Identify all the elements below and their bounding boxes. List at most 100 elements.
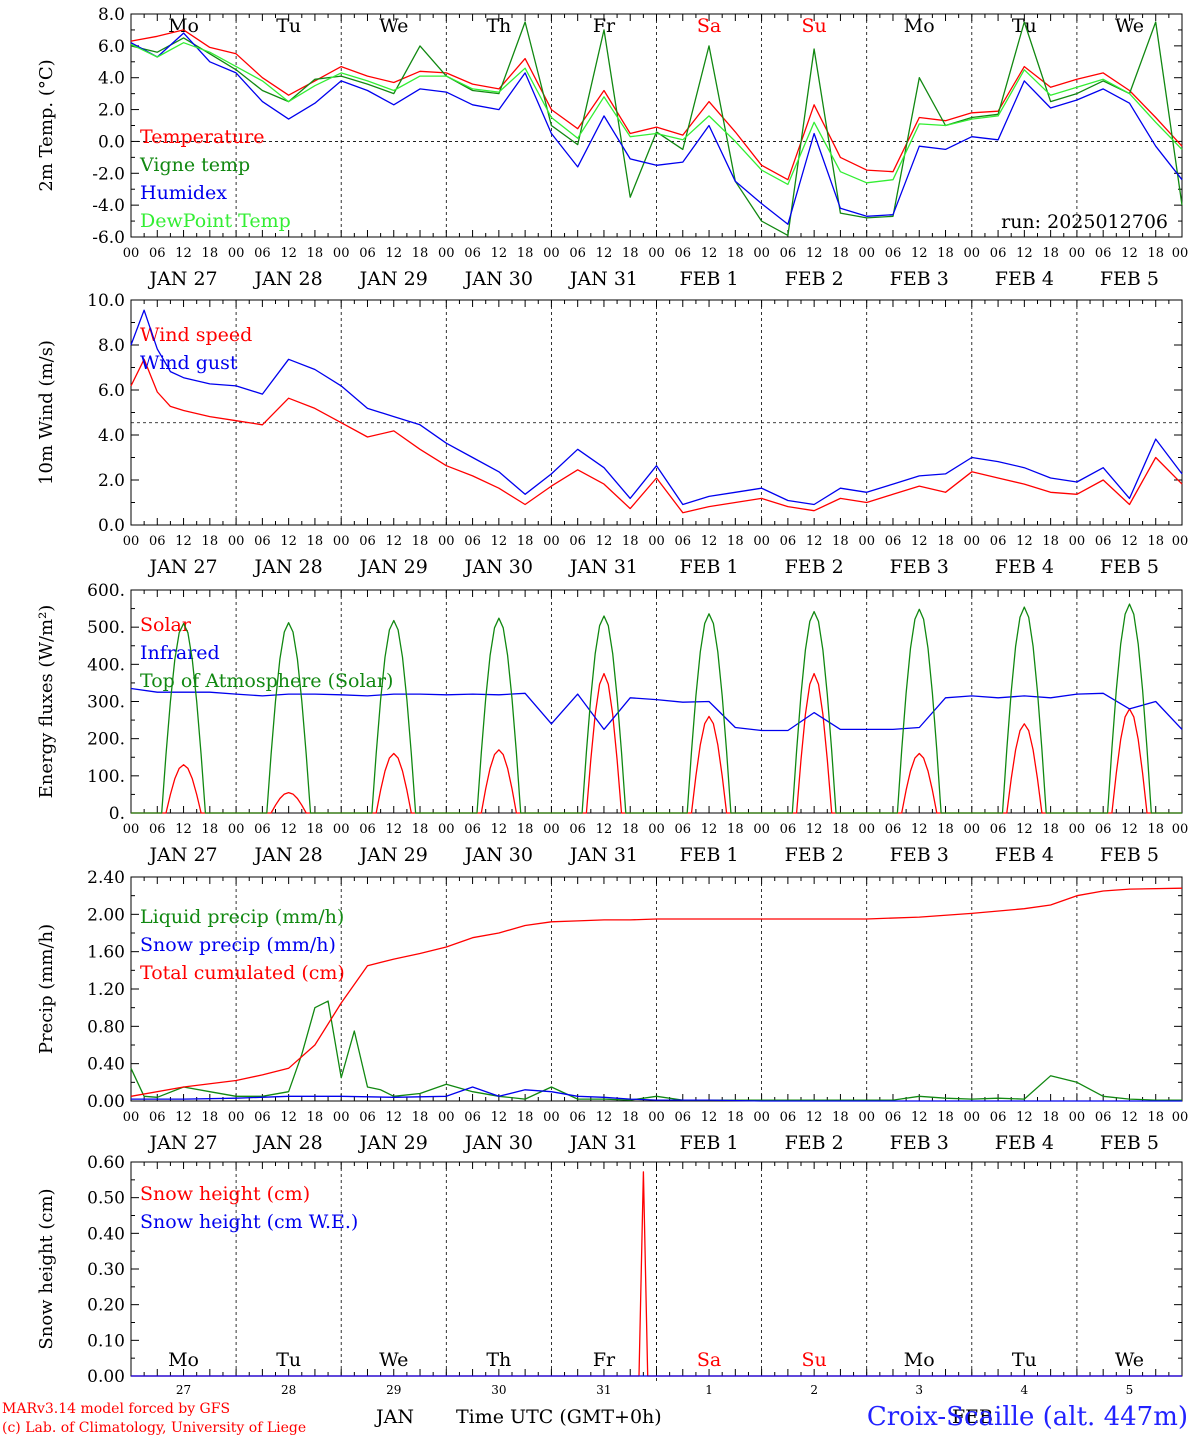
hour-label: 06 bbox=[254, 822, 271, 837]
date-label: FEB 3 bbox=[890, 1132, 949, 1154]
date-label: JAN 30 bbox=[463, 556, 533, 578]
date-label: JAN 31 bbox=[568, 1132, 638, 1154]
date-label: FEB 5 bbox=[1100, 1132, 1159, 1154]
date-label: FEB 1 bbox=[679, 556, 738, 578]
date-label: JAN 29 bbox=[358, 844, 428, 866]
hour-label: 00 bbox=[333, 246, 350, 261]
hour-label: 00 bbox=[123, 246, 140, 261]
series-line-green bbox=[131, 603, 1182, 814]
date-label: FEB 3 bbox=[890, 268, 949, 290]
hour-label: 06 bbox=[1095, 822, 1112, 837]
date-label: JAN 27 bbox=[147, 556, 217, 578]
hour-label: 18 bbox=[937, 822, 954, 837]
series-line-red bbox=[130, 29, 1183, 181]
date-label: JAN 27 bbox=[147, 844, 217, 866]
hour-label: 18 bbox=[832, 822, 849, 837]
weekday-label: We bbox=[1115, 15, 1144, 37]
hour-label: 00 bbox=[543, 822, 560, 837]
hour-label: 12 bbox=[385, 246, 402, 261]
hour-label: 06 bbox=[569, 822, 586, 837]
panel-frame bbox=[130, 13, 1183, 238]
date-label: FEB 2 bbox=[785, 556, 844, 578]
y-tick-label: 400. bbox=[87, 655, 125, 675]
y-tick-label: 8.0 bbox=[98, 5, 125, 25]
date-label: FEB 1 bbox=[679, 844, 738, 866]
legend-entry: Total cumulated (cm) bbox=[140, 962, 345, 984]
hour-label: 18 bbox=[1147, 822, 1164, 837]
y-tick-label: 0.00 bbox=[87, 1092, 125, 1112]
date-label: JAN 29 bbox=[358, 268, 428, 290]
hour-label: 06 bbox=[1095, 246, 1112, 261]
date-label: JAN 31 bbox=[568, 844, 638, 866]
date-label: FEB 5 bbox=[1100, 844, 1159, 866]
y-axis-label: 10m Wind (m/s) bbox=[36, 340, 57, 485]
y-tick-label: 0.0 bbox=[98, 132, 125, 152]
date-label: FEB 3 bbox=[890, 844, 949, 866]
hour-label: 06 bbox=[990, 246, 1007, 261]
day-number: 31 bbox=[596, 1383, 611, 1397]
y-tick-label: 0.0 bbox=[98, 516, 125, 536]
hour-label: 06 bbox=[254, 534, 271, 549]
y-tick-label: 0. bbox=[109, 804, 125, 824]
hour-label: 12 bbox=[385, 534, 402, 549]
panel-3: 0. 100. 200. 300. 400. 500. 600. Energy fluxes … bbox=[36, 581, 1188, 866]
hour-label: 18 bbox=[517, 1110, 534, 1125]
hour-label: 12 bbox=[701, 822, 718, 837]
series-line-red bbox=[130, 887, 1183, 1097]
hour-label: 12 bbox=[596, 534, 613, 549]
date-label: FEB 4 bbox=[995, 844, 1054, 866]
hour-label: 18 bbox=[412, 246, 429, 261]
hour-label: 18 bbox=[937, 534, 954, 549]
hour-label: 18 bbox=[307, 822, 324, 837]
hour-label: 18 bbox=[1147, 246, 1164, 261]
date-label: FEB 1 bbox=[679, 1132, 738, 1154]
hour-label: 06 bbox=[464, 534, 481, 549]
hour-label-end: 00 bbox=[1172, 534, 1189, 549]
weekday-label: Sa bbox=[697, 15, 721, 37]
hour-label: 18 bbox=[937, 1110, 954, 1125]
hour-label: 06 bbox=[885, 246, 902, 261]
hour-label: 12 bbox=[280, 534, 297, 549]
hour-label-end: 00 bbox=[1172, 1110, 1189, 1125]
series-line-lightgreen bbox=[130, 42, 1183, 186]
panel-4: 0.00 0.40 0.80 1.20 1.60 2.00 2.40 Precip (mm/h… bbox=[36, 868, 1188, 1154]
series-line-red bbox=[130, 358, 1183, 514]
weekday-label: Tu bbox=[276, 15, 301, 37]
hour-label: 00 bbox=[543, 246, 560, 261]
hour-label: 12 bbox=[1016, 246, 1033, 261]
hour-label: 12 bbox=[911, 822, 928, 837]
y-tick-label: 2.40 bbox=[87, 868, 125, 888]
hour-label: 18 bbox=[727, 822, 744, 837]
weekday-label: Tu bbox=[1012, 1349, 1037, 1371]
legend-entry: DewPoint Temp bbox=[140, 210, 291, 232]
hour-label: 12 bbox=[1016, 534, 1033, 549]
hour-label: 00 bbox=[438, 822, 455, 837]
y-tick-label: 0.60 bbox=[87, 1153, 125, 1173]
date-label: JAN 27 bbox=[147, 1132, 217, 1154]
hour-label: 00 bbox=[753, 822, 770, 837]
date-label: JAN 29 bbox=[358, 556, 428, 578]
date-label: JAN 30 bbox=[463, 844, 533, 866]
hour-label: 00 bbox=[543, 534, 560, 549]
panel-1: -6.0 -4.0 -2.0 0.0 2.0 4.0 6.0 8.0 2m Temp. (°C)… bbox=[36, 5, 1188, 290]
hour-label: 06 bbox=[149, 534, 166, 549]
hour-label: 18 bbox=[202, 822, 219, 837]
hour-label: 00 bbox=[1069, 1110, 1086, 1125]
y-tick-label: 0.30 bbox=[87, 1260, 125, 1280]
hour-label: 18 bbox=[1147, 534, 1164, 549]
hour-label: 06 bbox=[885, 822, 902, 837]
weekday-label: Mo bbox=[904, 15, 935, 37]
legend-entry: Humidex bbox=[140, 182, 227, 204]
legend-entry: Solar bbox=[140, 614, 192, 636]
hour-label: 06 bbox=[464, 822, 481, 837]
y-tick-label: 0.80 bbox=[87, 1017, 125, 1037]
hour-label: 06 bbox=[569, 246, 586, 261]
date-label: JAN 28 bbox=[253, 556, 323, 578]
date-label: FEB 4 bbox=[995, 268, 1054, 290]
y-tick-label: 200. bbox=[87, 730, 125, 750]
hour-label: 18 bbox=[832, 1110, 849, 1125]
hour-label: 12 bbox=[1121, 822, 1138, 837]
legend-entry: Snow height (cm W.E.) bbox=[140, 1211, 358, 1233]
hour-label: 00 bbox=[753, 1110, 770, 1125]
y-axis-label: Precip (mm/h) bbox=[36, 924, 57, 1054]
